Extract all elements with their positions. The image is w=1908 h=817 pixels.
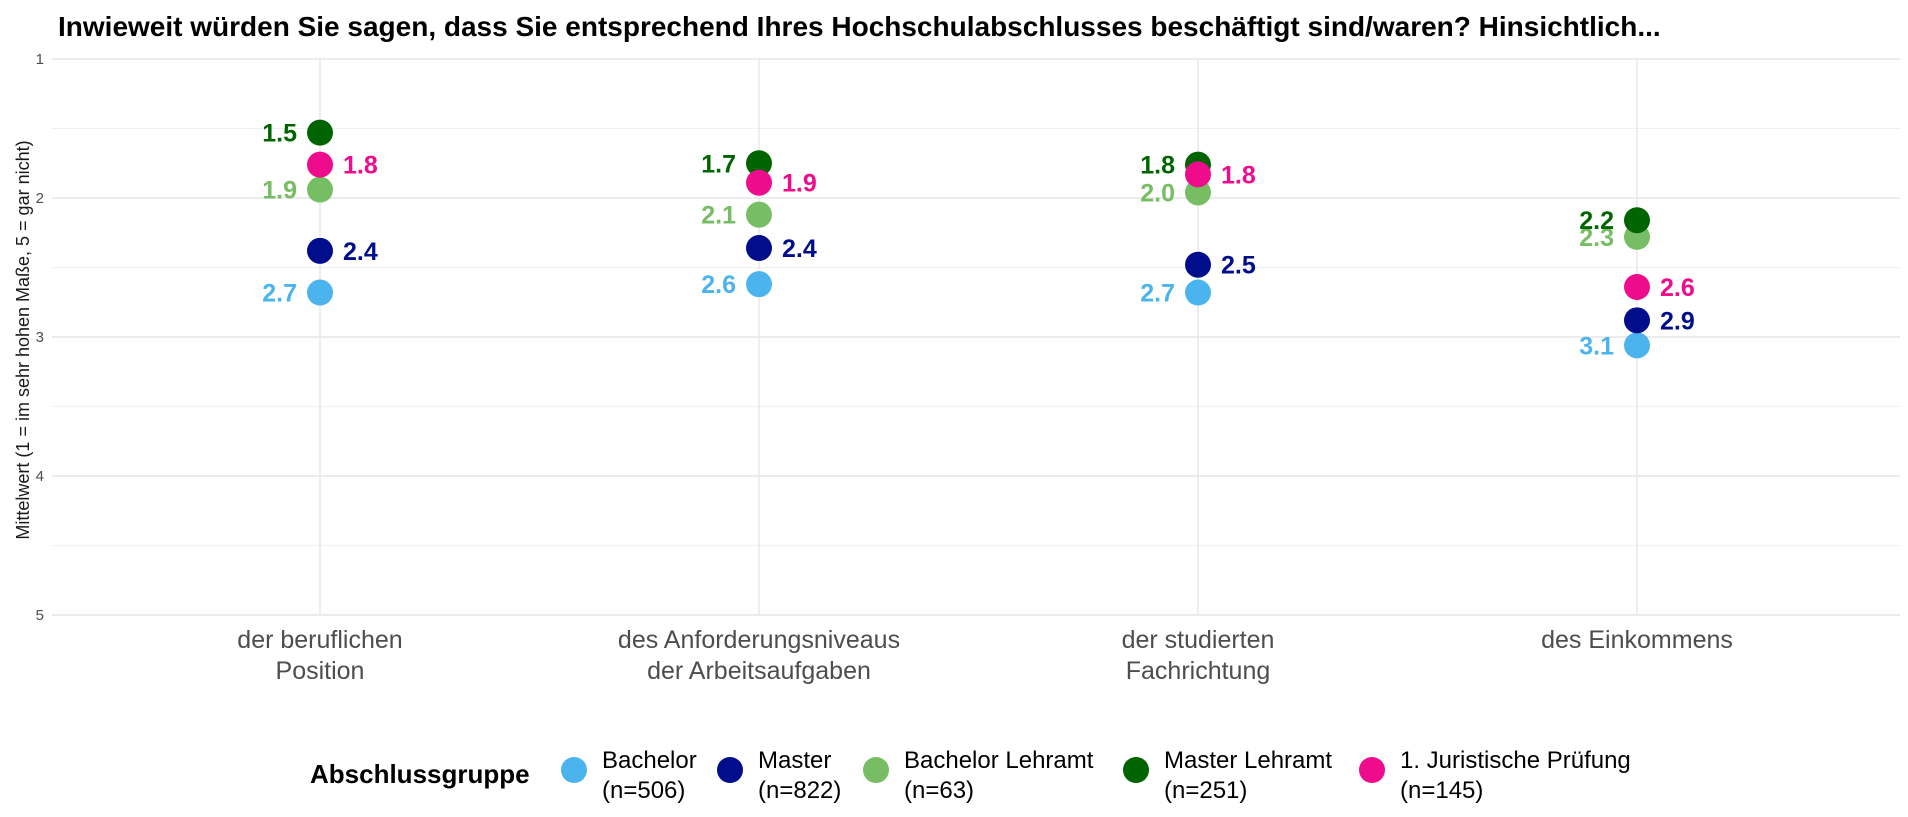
data-label: 1.8 (1221, 161, 1256, 189)
legend-key (561, 757, 587, 783)
y-axis-label: Mittelwert (1 = im sehr hohen Maße, 5 = … (13, 140, 33, 539)
legend-count: (n=822) (758, 777, 841, 804)
data-point (746, 169, 772, 196)
data-label: 1.5 (262, 120, 297, 148)
data-point (1185, 161, 1211, 188)
data-point (1624, 207, 1650, 234)
data-label: 1.9 (782, 170, 817, 198)
y-tick-label: 3 (36, 329, 44, 346)
legend-key (1123, 757, 1149, 783)
x-tick-label: der beruflichen Position (237, 626, 402, 685)
data-point (307, 119, 333, 146)
data-point (1624, 332, 1650, 359)
data-label: 1.7 (701, 150, 736, 178)
x-tick-line: der beruflichen (237, 626, 402, 654)
data-point (307, 237, 333, 264)
data-label: 2.6 (701, 271, 736, 299)
data-label: 3.1 (1579, 332, 1614, 360)
data-point (746, 271, 772, 298)
x-tick-label: des Anforderungsniveaus der Arbeitsaufgab… (618, 626, 900, 685)
chart-title: Inwieweit würden Sie sagen, dass Sie ent… (58, 11, 1661, 42)
legend-label: Master (758, 747, 831, 774)
data-point (307, 279, 333, 306)
data-label: 2.4 (343, 238, 378, 266)
x-tick-line: Fachrichtung (1126, 657, 1271, 685)
legend-key (863, 757, 889, 783)
x-tick-line: Position (276, 657, 365, 685)
x-axis-ticks: der beruflichen Position des Anforderungsn… (237, 626, 1733, 685)
data-point (307, 151, 333, 178)
legend-label: 1. Juristische Prüfung (1400, 747, 1631, 774)
y-tick-label: 4 (36, 468, 44, 485)
legend-label: Bachelor (602, 747, 697, 774)
data-label: 2.7 (262, 280, 297, 308)
legend-key (717, 757, 743, 783)
data-point (1185, 179, 1211, 206)
data-label: 1.8 (1140, 152, 1175, 180)
legend-count: (n=251) (1164, 777, 1247, 804)
legend: Abschlussgruppe Bachelor (n=506) Master (n=… (310, 747, 1631, 804)
data-points (307, 119, 1650, 359)
data-point (746, 235, 772, 262)
y-axis-ticks: 1 2 3 4 5 (36, 51, 44, 624)
y-tick-label: 1 (36, 51, 44, 68)
data-point (1624, 273, 1650, 300)
x-tick-line: des Anforderungsniveaus (618, 626, 900, 654)
legend-count: (n=145) (1400, 777, 1483, 804)
data-point (1185, 279, 1211, 306)
legend-count: (n=63) (904, 777, 974, 804)
legend-label: Master Lehramt (1164, 747, 1332, 774)
data-point (1185, 251, 1211, 278)
data-label: 2.9 (1660, 307, 1695, 335)
data-point (746, 201, 772, 228)
y-tick-label: 2 (36, 190, 44, 207)
x-tick-label: der studierten Fachrichtung (1122, 626, 1275, 685)
data-label: 2.0 (1140, 179, 1175, 207)
data-label: 2.5 (1221, 252, 1256, 280)
data-point (307, 176, 333, 203)
data-label: 2.6 (1660, 274, 1695, 302)
legend-key (1359, 757, 1385, 783)
legend-label: Bachelor Lehramt (904, 747, 1094, 774)
data-label: 1.9 (262, 177, 297, 205)
legend-title: Abschlussgruppe (310, 759, 530, 789)
x-tick-line: des Einkommens (1541, 626, 1733, 654)
data-labels: 2.7 2.6 2.7 3.1 2.4 2.4 2.5 2.9 1.9 2.1 2.0 2.3 1.5 1… (262, 120, 1695, 361)
data-label: 2.1 (701, 202, 736, 230)
y-tick-label: 5 (36, 607, 44, 624)
legend-count: (n=506) (602, 777, 685, 804)
data-point (1624, 307, 1650, 334)
data-label: 1.8 (343, 152, 378, 180)
data-label: 2.2 (1579, 207, 1614, 235)
x-tick-line: der studierten (1122, 626, 1275, 654)
data-label: 2.7 (1140, 280, 1175, 308)
data-point (746, 150, 772, 177)
data-label: 2.4 (782, 235, 817, 263)
x-tick-label: des Einkommens (1541, 626, 1733, 654)
data-label: 2.3 (1579, 224, 1614, 252)
x-tick-line: der Arbeitsaufgaben (647, 657, 871, 685)
grid (52, 58, 1900, 616)
